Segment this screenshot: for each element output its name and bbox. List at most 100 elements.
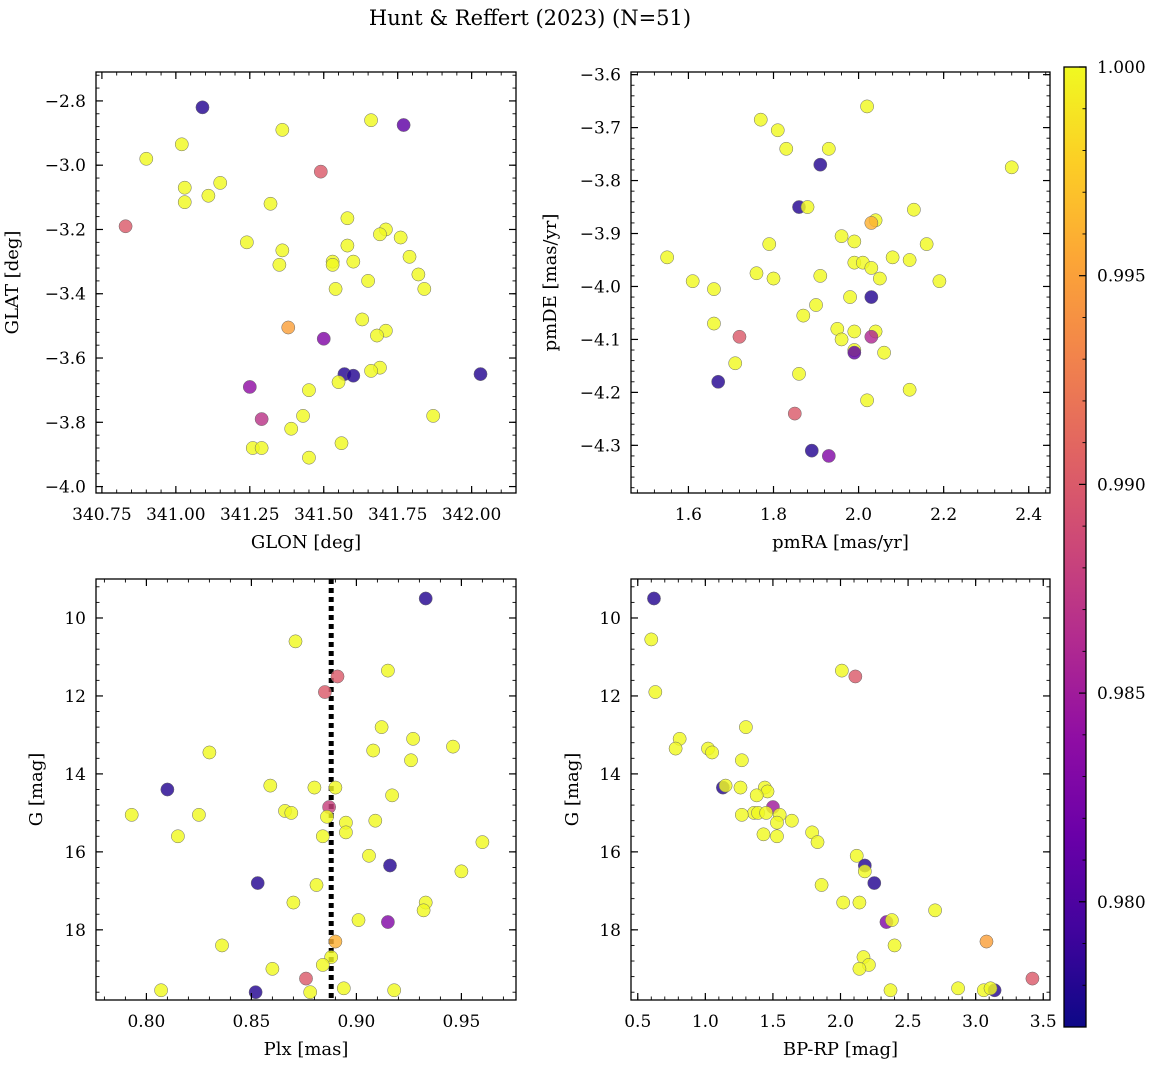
panel-2-point-27 [872,271,887,286]
panel-1-ytick-label: −3.0 [45,156,86,176]
panel-3-point-39 [215,938,229,953]
panel-3-point-38 [381,915,395,929]
panel-3-ytick-label: 16 [64,843,86,863]
panel-3-point-36 [416,903,431,918]
panel-1-xtick-label: 342.00 [442,505,501,525]
panel-2-point-30 [843,290,857,304]
panel-2-xtick-label: 1.8 [760,505,787,525]
panel-1-xtick-label: 341.75 [368,505,427,525]
panel-4-point-39 [928,903,942,918]
panel-4-point-10 [705,745,719,760]
panel-1-ytick-label: −3.4 [45,285,86,305]
panel-1-point-2 [396,118,411,132]
panel-1-ytick-label: −2.8 [45,92,86,112]
panel-4-point-45 [1025,971,1040,986]
panel-3-point-32 [250,876,265,890]
panel-4-xtick-label: 2.5 [895,1012,922,1032]
panel-1-point-29 [328,282,343,296]
panel-2-xtick-label: 2.2 [930,505,957,525]
panel-2-ytick-label: −4.2 [580,383,621,403]
panel-4-point-30 [849,848,864,863]
panel-3-point-46 [248,985,263,1000]
panel-3-point-30 [383,858,397,873]
panel-1-point-21 [340,238,355,253]
panel-3-point-47 [303,985,318,1000]
panel-1-xlabel: GLON [deg] [251,532,361,553]
panel-4-ytick-label: 18 [599,921,621,941]
panel-3-point-34 [286,895,301,910]
panel-2-point-23 [749,266,764,281]
panel-2-point-9 [800,200,815,214]
panel-4-point-36 [852,895,867,910]
panel-1-xtick-label: 341.00 [146,505,205,525]
panel-2-point-12 [864,216,879,230]
panel-3-point-48 [336,981,351,996]
panel-4-ytick-label: 12 [599,687,621,707]
panel-2-point-26 [685,274,700,289]
panel-2-xlabel: pmRA [mas/yr] [772,532,909,553]
panel-3-ytick-label: 12 [64,687,86,707]
panel-3-point-10 [366,743,381,758]
panel-4-point-38 [885,913,899,927]
panel-3-point-27 [315,829,330,844]
panel-4-point-28 [770,829,784,844]
panel-2-point-48 [860,393,874,408]
panel-1-ytick-label: −3.8 [45,413,86,433]
panel-4-point-46 [951,981,965,996]
panel-3-xtick-label: 0.90 [337,1012,375,1032]
panel-2-point-18 [902,253,917,267]
panel-1-point-12 [263,196,278,211]
panel-1-point-27 [411,267,426,282]
panel-4-point-34 [814,878,829,892]
panel-1-xtick-label: 341.25 [220,505,279,525]
panel-3-point-31 [454,864,469,879]
panel-4-point-24 [770,815,784,830]
panel-1-point-13 [118,219,133,234]
panel-3-frame [95,578,517,1001]
panel-4-point-5 [848,669,863,684]
panel-3-point-24 [368,813,383,828]
panel-3-point-28 [475,835,490,849]
panel-2-ytick-label: −3.8 [580,172,621,192]
panel-4-point-6 [739,720,753,734]
panel-2-point-22 [864,261,879,275]
panel-4-xtick-label: 3.5 [1030,1012,1057,1032]
panel-1-xtick-label: 340.75 [72,505,131,525]
panel-4-point-14 [733,780,748,795]
panel-1-point-41 [242,380,257,394]
panel-4-xtick-label: 3.0 [962,1012,989,1032]
panel-4-point-4 [835,663,849,678]
figure-title: Hunt & Reffert (2023) (N=51) [368,6,692,30]
panel-1-point-40 [473,367,488,381]
colorbar-tick-label: 0.985 [1097,684,1146,704]
panel-2-point-25 [766,271,781,286]
panel-3-ytick-label: 10 [64,609,86,629]
panel-2-ytick-label: −3.6 [580,66,621,86]
panel-1-point-15 [275,243,290,258]
panel-3-point-33 [309,878,324,892]
panel-2-point-14 [762,237,777,251]
panel-1-ylabel: GLAT [deg] [2,231,23,335]
panel-1-ytick-label: −3.2 [45,220,86,240]
panel-1-point-17 [340,211,355,226]
panel-3-point-20 [320,809,334,824]
panel-2-point-6 [813,157,828,172]
panel-3-point-6 [374,720,389,734]
panel-2-point-16 [919,237,934,251]
panel-4-point-49 [983,981,998,996]
panel-4-point-27 [756,827,771,842]
panel-1-point-3 [364,113,378,128]
panel-2-xtick-label: 2.0 [845,505,872,525]
panel-3-point-19 [284,806,299,820]
panel-2-point-31 [864,290,879,304]
panel-4-xtick-label: 0.5 [624,1012,651,1032]
colorbar-tick-label: 0.995 [1097,267,1146,287]
panel-3-ytick-label: 14 [64,765,86,785]
panel-4-point-29 [810,835,825,849]
panel-4-point-40 [979,934,994,949]
panel-2-point-38 [732,329,747,344]
panel-3-point-45 [154,983,168,998]
panel-1-point-44 [254,412,269,426]
panel-4-point-32 [857,864,872,879]
